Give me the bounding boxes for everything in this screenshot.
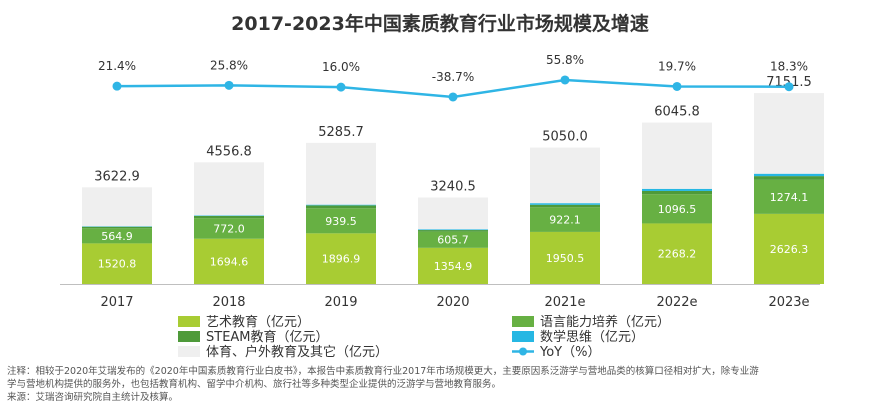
bar-segment-2-2	[306, 205, 376, 209]
bar-segment-1-5	[642, 194, 712, 224]
source-line: 来源：艾瑞咨询研究院自主统计及核算。	[7, 392, 179, 403]
bar-segment-2-3	[418, 230, 488, 232]
legend-label: 体育、户外教育及其它（亿元）	[206, 344, 388, 360]
bar-value-label: 1096.5	[658, 203, 697, 216]
total-label: 3240.5	[430, 179, 476, 194]
yoy-label: 16.0%	[322, 60, 360, 74]
yoy-label: 18.3%	[770, 60, 808, 74]
bar-segment-2-4	[530, 204, 600, 208]
yoy-label: 25.8%	[210, 58, 248, 72]
bar-segment-0-3	[418, 247, 488, 284]
legend-label: 数学思维（亿元）	[540, 329, 644, 345]
note-line-1: 注释：相较于2020年艾瑞发布的《2020年中国素质教育行业白皮书》，本报告中素…	[7, 366, 759, 377]
legend-swatch	[178, 316, 200, 327]
x-tick-label: 2021e	[544, 295, 585, 310]
x-tick-label: 2017	[100, 295, 133, 310]
bar-segment-2-1	[194, 215, 264, 219]
bar-value-label: 1520.8	[98, 258, 137, 271]
yoy-label: 21.4%	[98, 59, 136, 73]
bar-value-label: 939.5	[325, 215, 357, 228]
bar-value-label: 772.0	[213, 222, 245, 235]
yoy-line: 21.4% 25.8% 16.0% -38.7% 55.8% 19.7% 18.3%	[98, 53, 808, 102]
bar-value-label: 605.7	[437, 234, 469, 247]
bar-segment-3-3	[418, 229, 488, 231]
bar-segment-4-4	[530, 147, 600, 204]
bar-segment-4-6	[754, 93, 824, 174]
bar-value-label: 2626.3	[770, 243, 809, 256]
bar-segment-0-5	[642, 223, 712, 284]
x-tick-label: 2018	[212, 295, 245, 310]
bar-value-label: 1950.5	[546, 252, 585, 265]
bar-segment-2-6	[754, 176, 824, 180]
bar-segment-1-4	[530, 207, 600, 232]
bar-segment-1-1	[194, 218, 264, 239]
yoy-point	[560, 75, 570, 85]
bar-segment-2-0	[82, 226, 152, 229]
legend-swatch	[512, 316, 534, 327]
bar-value-label: 1274.1	[770, 191, 809, 204]
bar-segment-3-1	[194, 215, 264, 216]
bar-value-label: 1694.6	[210, 255, 249, 268]
yoy-point	[224, 80, 234, 90]
bar-segment-0-2	[306, 233, 376, 284]
legend-label: YoY（%）	[539, 345, 600, 360]
bar-segment-4-0	[82, 187, 152, 227]
legend-point-swatch	[519, 347, 527, 356]
x-tick-label: 2019	[324, 295, 357, 310]
bar-segment-3-6	[754, 173, 824, 177]
bar-value-label: 1896.9	[322, 253, 361, 266]
bar-value-labels: 1520.8 564.9 1694.6 772.0 1896.9 939.5 1354.9 6…	[98, 191, 809, 273]
bar-segment-3-5	[642, 188, 712, 191]
bar-segment-2-5	[642, 190, 712, 195]
bar-segment-1-0	[82, 228, 152, 244]
x-axis: 2017 2018 2019 2020 2021e 2022e 2023e	[60, 284, 820, 310]
x-tick-label: 2020	[436, 295, 469, 310]
yoy-label: -38.7%	[432, 70, 474, 84]
yoy-point	[784, 82, 794, 92]
yoy-point	[448, 92, 458, 102]
legend-label: STEAM教育（亿元）	[206, 329, 329, 345]
total-label: 4556.8	[206, 144, 252, 159]
legend-swatch	[178, 331, 200, 342]
bar-segment-0-0	[82, 243, 152, 284]
x-tick-label: 2022e	[656, 295, 697, 310]
bar-segment-0-1	[194, 238, 264, 284]
bar-segment-1-6	[754, 179, 824, 214]
yoy-point	[336, 82, 346, 92]
bar-segment-0-4	[530, 231, 600, 284]
total-label: 6045.8	[654, 105, 700, 120]
yoy-point	[672, 81, 682, 91]
total-label: 5050.0	[542, 130, 588, 145]
bar-segment-4-5	[642, 122, 712, 189]
bar-segment-1-3	[418, 231, 488, 248]
footnotes: 注释：相较于2020年艾瑞发布的《2020年中国素质教育行业白皮书》，本报告中素…	[7, 365, 879, 404]
legend-label: 语言能力培养（亿元）	[540, 314, 670, 330]
bar-segment-3-2	[306, 204, 376, 206]
legend: 艺术教育（亿元）STEAM教育（亿元）体育、户外教育及其它（亿元） 语言能力培养（…	[178, 314, 670, 360]
bar-value-label: 564.9	[101, 230, 133, 243]
bar-value-label: 2268.2	[658, 248, 697, 261]
bar-segment-4-1	[194, 162, 264, 216]
bar-segment-0-6	[754, 213, 824, 284]
yoy-label: 19.7%	[658, 59, 696, 73]
bar-value-label: 922.1	[549, 214, 581, 227]
legend-swatch	[512, 331, 534, 342]
yoy-point	[112, 81, 122, 91]
bar-segment-4-2	[306, 142, 376, 205]
legend-swatch	[178, 346, 200, 357]
bar-segment-4-3	[418, 197, 488, 230]
legend-label: 艺术教育（亿元）	[206, 314, 310, 330]
total-label: 5285.7	[318, 125, 364, 140]
bar-segment-3-4	[530, 203, 600, 205]
bar-value-label: 1354.9	[434, 260, 473, 273]
market-size-chart: 2017-2023年中国素质教育行业市场规模及增速 1520.8 564.9 169…	[60, 12, 824, 360]
x-tick-label: 2023e	[768, 295, 809, 310]
chart-title: 2017-2023年中国素质教育行业市场规模及增速	[231, 12, 649, 35]
bar-segment-1-2	[306, 208, 376, 234]
stacked-bars	[82, 93, 824, 284]
note-line-2: 学与营地机构提供的服务外，也包括教育机构、留学中介机构、旅行社等多种类型企业提供…	[7, 379, 502, 390]
total-label: 3622.9	[94, 169, 140, 184]
yoy-label: 55.8%	[546, 53, 584, 67]
